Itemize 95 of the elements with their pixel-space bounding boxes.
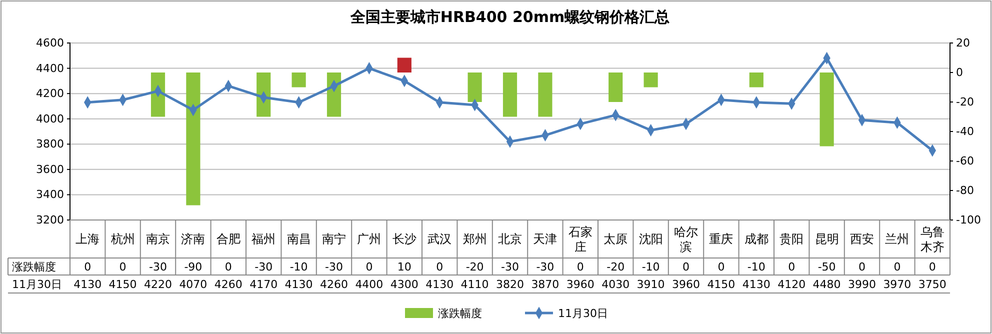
data-label: -10 <box>642 260 660 274</box>
data-label: 4480 <box>812 278 841 291</box>
y-tick-label: 4000 <box>36 112 64 126</box>
data-label: 4130 <box>742 278 770 291</box>
x-tick-label: 哈尔滨 <box>674 225 698 254</box>
x-tick-label: 长沙 <box>392 232 416 246</box>
data-label: -30 <box>254 260 273 274</box>
data-label: 0 <box>928 260 936 274</box>
data-label: 4170 <box>250 278 278 291</box>
data-label: -20 <box>466 260 484 274</box>
legend-label: 11月30日 <box>558 307 608 320</box>
data-label: 4030 <box>602 278 630 291</box>
y2-tick-label: -80 <box>956 184 974 198</box>
x-tick-label: 合肥 <box>216 232 240 246</box>
x-tick-label: 重庆 <box>709 232 734 246</box>
data-label: 3870 <box>531 278 560 291</box>
x-tick-label: 天津 <box>533 232 558 246</box>
y-tick-label: 4200 <box>36 87 64 100</box>
x-tick-label: 上海 <box>76 232 100 246</box>
data-label: 0 <box>84 260 92 274</box>
y2-tick-label: -60 <box>956 154 974 168</box>
data-label: 0 <box>718 260 725 274</box>
data-label: 3960 <box>672 278 700 291</box>
data-label: 3970 <box>883 278 912 291</box>
data-label: 0 <box>119 260 126 274</box>
y2-tick-label: 20 <box>956 36 970 50</box>
data-label: 4260 <box>320 278 348 291</box>
x-tick-label: 太原 <box>604 232 628 246</box>
x-tick-label: 贵阳 <box>780 232 804 246</box>
data-label: 4130 <box>284 278 313 291</box>
x-tick-label: 南京 <box>146 232 170 246</box>
x-tick-label: 南昌 <box>286 232 311 246</box>
data-label: 4110 <box>460 278 489 291</box>
data-label: 4150 <box>707 278 736 291</box>
data-label: 4120 <box>778 278 806 291</box>
x-tick-label: 福州 <box>252 232 276 246</box>
data-label: 0 <box>366 260 373 274</box>
data-label: 0 <box>436 260 444 274</box>
x-tick-label: 北京 <box>498 232 522 246</box>
data-label: 4130 <box>74 278 102 291</box>
x-tick-label: 郑州 <box>462 232 487 246</box>
data-label: 3910 <box>636 278 665 291</box>
chart-title: 全国主要城市HRB400 20mm螺纹钢价格汇总 <box>349 8 670 26</box>
data-label: -30 <box>536 260 554 274</box>
data-label: 0 <box>788 260 796 274</box>
text: 涨跌幅度 <box>12 260 56 274</box>
y-tick-label: 3200 <box>36 214 64 227</box>
x-tick-label: 兰州 <box>885 232 910 246</box>
data-label: 0 <box>224 260 232 274</box>
data-label: 0 <box>576 260 584 274</box>
x-tick-label: 昆明 <box>814 232 839 246</box>
x-tick-label: 杭州 <box>110 232 135 246</box>
data-label: -20 <box>606 260 625 274</box>
data-label: 4400 <box>355 278 384 291</box>
data-label: -30 <box>325 260 343 274</box>
data-label: -30 <box>501 260 519 274</box>
data-label: 0 <box>894 260 901 274</box>
data-label: 3960 <box>566 278 594 291</box>
data-label: 4130 <box>426 278 454 291</box>
legend-label: 涨跌幅度 <box>438 307 482 320</box>
y2-tick-label: -20 <box>956 96 974 109</box>
y-tick-label: 3400 <box>36 188 64 202</box>
x-tick-label: 济南 <box>181 232 206 246</box>
x-tick-label: 石家庄 <box>568 225 592 254</box>
x-tick-label: 南宁 <box>322 232 346 246</box>
data-label: 4220 <box>144 278 172 291</box>
data-label: -10 <box>290 260 308 274</box>
x-tick-label: 成都 <box>744 232 768 246</box>
data-label: 3820 <box>496 278 524 291</box>
x-tick-label: 西安 <box>850 232 874 246</box>
text: 11月30日 <box>12 278 62 291</box>
data-label: 4150 <box>108 278 137 291</box>
data-label: 4260 <box>214 278 242 291</box>
y-tick-label: 4400 <box>36 62 64 75</box>
y-tick-label: 4600 <box>36 36 64 50</box>
data-label: 0 <box>682 260 690 274</box>
data-label: 4300 <box>390 278 418 291</box>
data-label: 10 <box>397 260 412 274</box>
y2-tick-label: -100 <box>956 214 981 227</box>
y-tick-label: 3800 <box>36 138 64 151</box>
x-tick-label: 武汉 <box>428 232 452 246</box>
data-label: 3750 <box>918 278 946 291</box>
data-label: 0 <box>858 260 866 274</box>
data-label: 3990 <box>848 278 876 291</box>
data-label: -90 <box>184 260 202 274</box>
y-tick-label: 3600 <box>36 162 64 176</box>
x-tick-label: 沈阳 <box>638 232 663 246</box>
data-label: -10 <box>747 260 766 274</box>
y2-tick-label: -40 <box>956 125 974 138</box>
data-label: -50 <box>818 260 836 274</box>
y2-tick-label: 0 <box>956 66 963 80</box>
data-label: -30 <box>149 260 167 274</box>
x-tick-label: 广州 <box>357 232 382 246</box>
x-tick-label: 乌鲁木齐 <box>920 225 944 254</box>
data-label: 4070 <box>179 278 208 291</box>
